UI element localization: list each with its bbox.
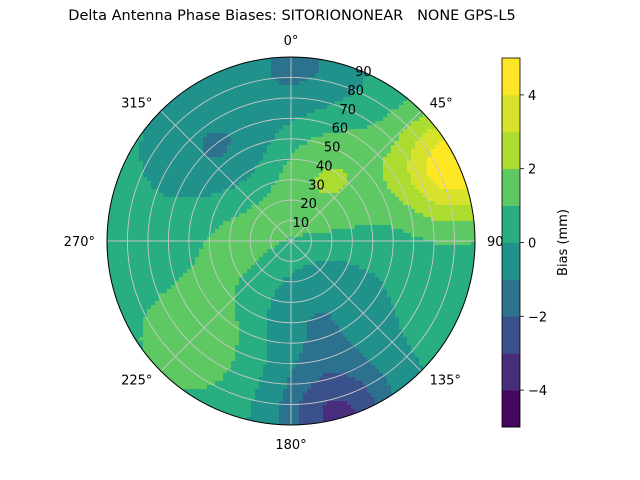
- angular-gridline: [290, 110, 422, 242]
- radial-tick-label: 40: [316, 159, 333, 174]
- colorbar-segment: [502, 131, 520, 170]
- colorbar-segment: [502, 168, 520, 206]
- angular-gridline: [160, 240, 292, 372]
- chart-title: Delta Antenna Phase Biases: SITORIONONEA…: [68, 8, 516, 24]
- angle-tick-label: 225°: [121, 374, 152, 389]
- colorbar-label: Bias (mm): [556, 209, 571, 276]
- angle-tick-label: 135°: [430, 374, 461, 389]
- radial-tick-label: 10: [293, 216, 310, 231]
- colorbar-tick-label: 2: [528, 163, 536, 178]
- angle-tick-label: 270°: [64, 235, 95, 250]
- polar-grid: [107, 57, 475, 425]
- colorbar-segment: [502, 205, 520, 243]
- colorbar-segment: [502, 279, 520, 317]
- polar-frame: [106, 56, 476, 426]
- angle-tick-label: 315°: [121, 96, 152, 111]
- colorbar-segment: [502, 353, 520, 391]
- radial-tick-label: 60: [332, 122, 349, 137]
- colorbar-segment: [502, 316, 520, 354]
- colorbar-tick-label: −4: [528, 384, 547, 399]
- radial-tick-label: 30: [308, 178, 325, 193]
- colorbar-tick-label: 4: [528, 89, 536, 104]
- radial-tick-label: 50: [324, 141, 341, 156]
- colorbar-segment: [502, 242, 520, 280]
- angle-tick-label: 45°: [430, 96, 453, 111]
- angle-tick-label: 180°: [275, 438, 306, 453]
- colorbar-segment: [502, 94, 520, 133]
- angle-tick-label: 0°: [284, 34, 299, 49]
- radial-tick-label: 20: [300, 197, 317, 212]
- radial-tick-label: 70: [339, 103, 356, 118]
- angular-gridline: [160, 110, 292, 242]
- radial-tick-label: 80: [347, 84, 364, 99]
- colorbar-segment: [502, 58, 520, 96]
- colorbar-tick-label: 0: [528, 237, 536, 252]
- colorbar-tick-label: −2: [528, 310, 547, 325]
- colorbar: −4 −2 0 2 4 Bias (mm): [501, 57, 571, 428]
- colorbar-segment: [502, 390, 520, 428]
- angular-gridline: [290, 240, 422, 372]
- radial-tick-label: 90: [355, 65, 372, 80]
